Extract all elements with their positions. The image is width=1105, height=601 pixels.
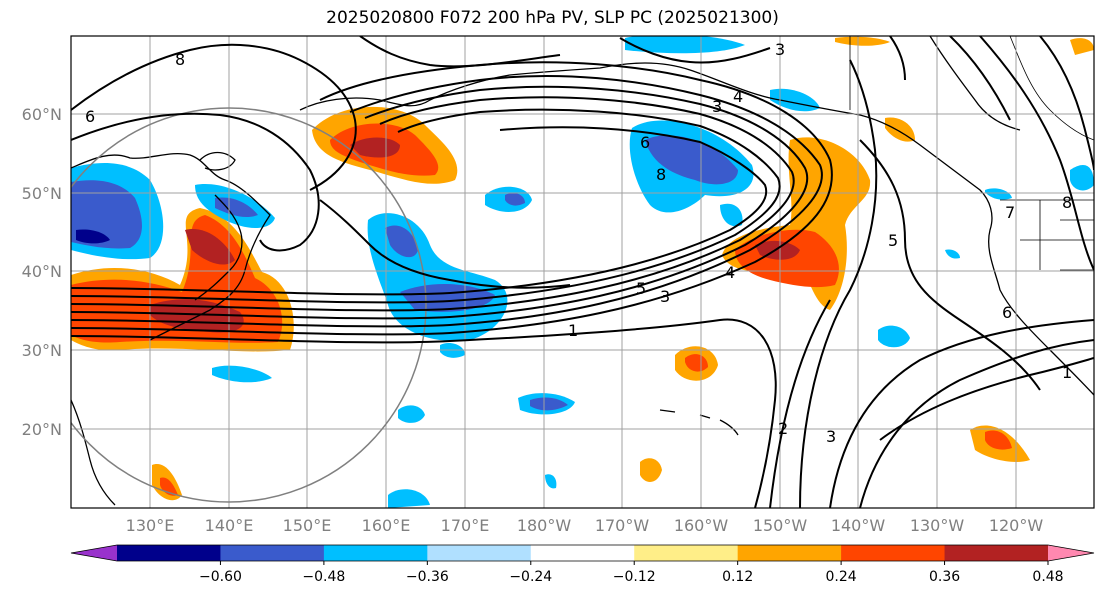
lon-label: 150°W [753,516,808,535]
colorbar-tick-label: −0.48 [302,569,345,585]
colorbar-segment [427,545,532,561]
map-title: 2025020800 F072 200 hPa PV, SLP PC (2025… [326,8,779,28]
range-circle [71,107,427,503]
colorbar-tick-label: 0.48 [1032,569,1063,585]
colorbar-segment [117,545,221,561]
colorbar-min-extend [71,545,117,561]
lon-label: 140°E [205,516,254,535]
lon-label: 130°W [910,516,965,535]
contour-label: 3 [775,40,785,59]
contour-label: 6 [1002,303,1012,322]
contour-label: 3 [660,287,670,306]
lat-label: 60°N [22,105,62,124]
contour-label: 4 [733,87,743,106]
slp-contours [71,36,1094,508]
lon-label: 150°E [283,516,332,535]
contour-label: 6 [85,107,95,126]
pv-shading [71,36,1094,508]
lon-label: 140°W [831,516,886,535]
contour-label: 1 [1062,363,1072,382]
lon-labels: 130°E 140°E 150°E 160°E 170°E 180°W 170°… [126,516,1044,535]
lon-label: 130°E [126,516,175,535]
contour-label: 2 [778,419,788,438]
colorbar-tick-label: 0.24 [826,569,857,585]
lon-label: 170°W [595,516,650,535]
colorbar-segment [737,545,842,561]
colorbar-segment [841,545,946,561]
colorbar-segment [634,545,739,561]
graticule [71,36,1094,508]
contour-label: 1 [568,321,578,340]
colorbar-segment [530,545,635,561]
contour-labels: 8 6 3 4 3 6 8 5 4 5 3 1 2 3 6 7 8 1 [85,40,1072,446]
colorbar-tick-label: 0.12 [722,569,753,585]
contour-label: 8 [1062,193,1072,212]
plot-frame [70,35,1095,509]
lat-labels: 60°N 50°N 40°N 30°N 20°N [22,105,62,439]
contour-label: 8 [656,165,666,184]
lon-label: 170°E [441,516,490,535]
lon-label: 180°W [517,516,572,535]
colorbar-max-extend [1048,545,1094,561]
lon-label: 160°E [362,516,411,535]
contour-label: 5 [636,279,646,298]
contour-label: 7 [1005,203,1015,222]
contour-label: 3 [712,97,722,116]
colorbar-tick-label: −0.60 [199,569,242,585]
contour-label: 3 [826,427,836,446]
colorbar-segment [323,545,428,561]
colorbar-tick-label: −0.24 [509,569,552,585]
colorbar-segment [944,545,1049,561]
colorbar-tick-label: 0.36 [929,569,960,585]
lon-label: 160°W [674,516,729,535]
contour-label: 4 [725,263,735,282]
colorbar-tick-label: −0.12 [613,569,656,585]
lat-label: 30°N [22,341,62,360]
lon-label: 120°W [989,516,1044,535]
lat-label: 20°N [22,420,62,439]
lat-label: 50°N [22,184,62,203]
colorbar: −0.60 −0.48 −0.36 −0.24 −0.12 0.12 0.24 0.36 0.4… [70,544,1095,585]
contour-label: 8 [175,50,185,69]
colorbar-tick-label: −0.36 [406,569,449,585]
lat-label: 40°N [22,262,62,281]
contour-label: 6 [640,133,650,152]
contour-label: 5 [888,231,898,250]
colorbar-segment [220,545,325,561]
